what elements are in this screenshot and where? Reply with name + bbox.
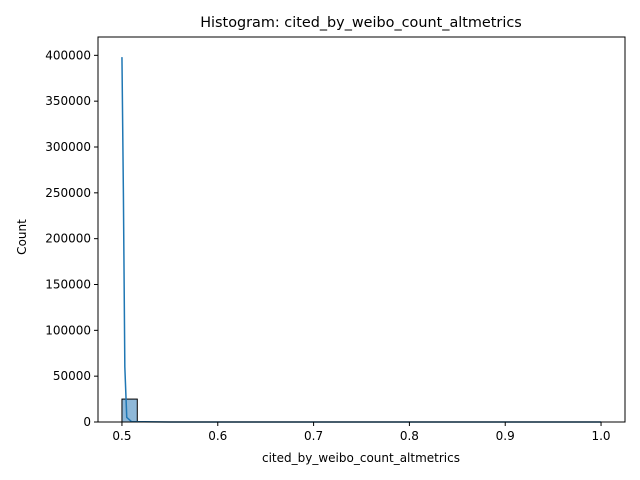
y-tick-label: 400000 — [45, 48, 91, 62]
plot-area: 0.5 0.6 0.7 0.8 0.9 1.0 0 50000 100000 150000 2000… — [45, 36, 626, 443]
y-tick-label: 350000 — [45, 94, 91, 108]
y-tick-label: 200000 — [45, 232, 91, 246]
y-axis-label: Count — [15, 219, 29, 255]
x-tick-label: 0.5 — [112, 429, 131, 443]
y-tick-label: 150000 — [45, 278, 91, 292]
y-tick-label: 100000 — [45, 323, 91, 337]
x-tick-label: 0.6 — [208, 429, 227, 443]
x-tick-label: 0.9 — [496, 429, 515, 443]
x-tick-label: 0.7 — [304, 429, 323, 443]
y-tick-label: 300000 — [45, 140, 91, 154]
x-tick-label: 1.0 — [591, 429, 610, 443]
axes-frame — [97, 36, 626, 423]
y-tick-label: 50000 — [53, 369, 91, 383]
y-tick-label: 250000 — [45, 186, 91, 200]
histogram-bar — [121, 398, 138, 423]
y-tick-label: 0 — [83, 415, 91, 429]
x-tick-label: 0.8 — [400, 429, 419, 443]
x-axis-label: cited_by_weibo_count_altmetrics — [262, 451, 460, 465]
chart-title: Histogram: cited_by_weibo_count_altmetri… — [200, 15, 522, 31]
kde-line — [121, 57, 602, 423]
